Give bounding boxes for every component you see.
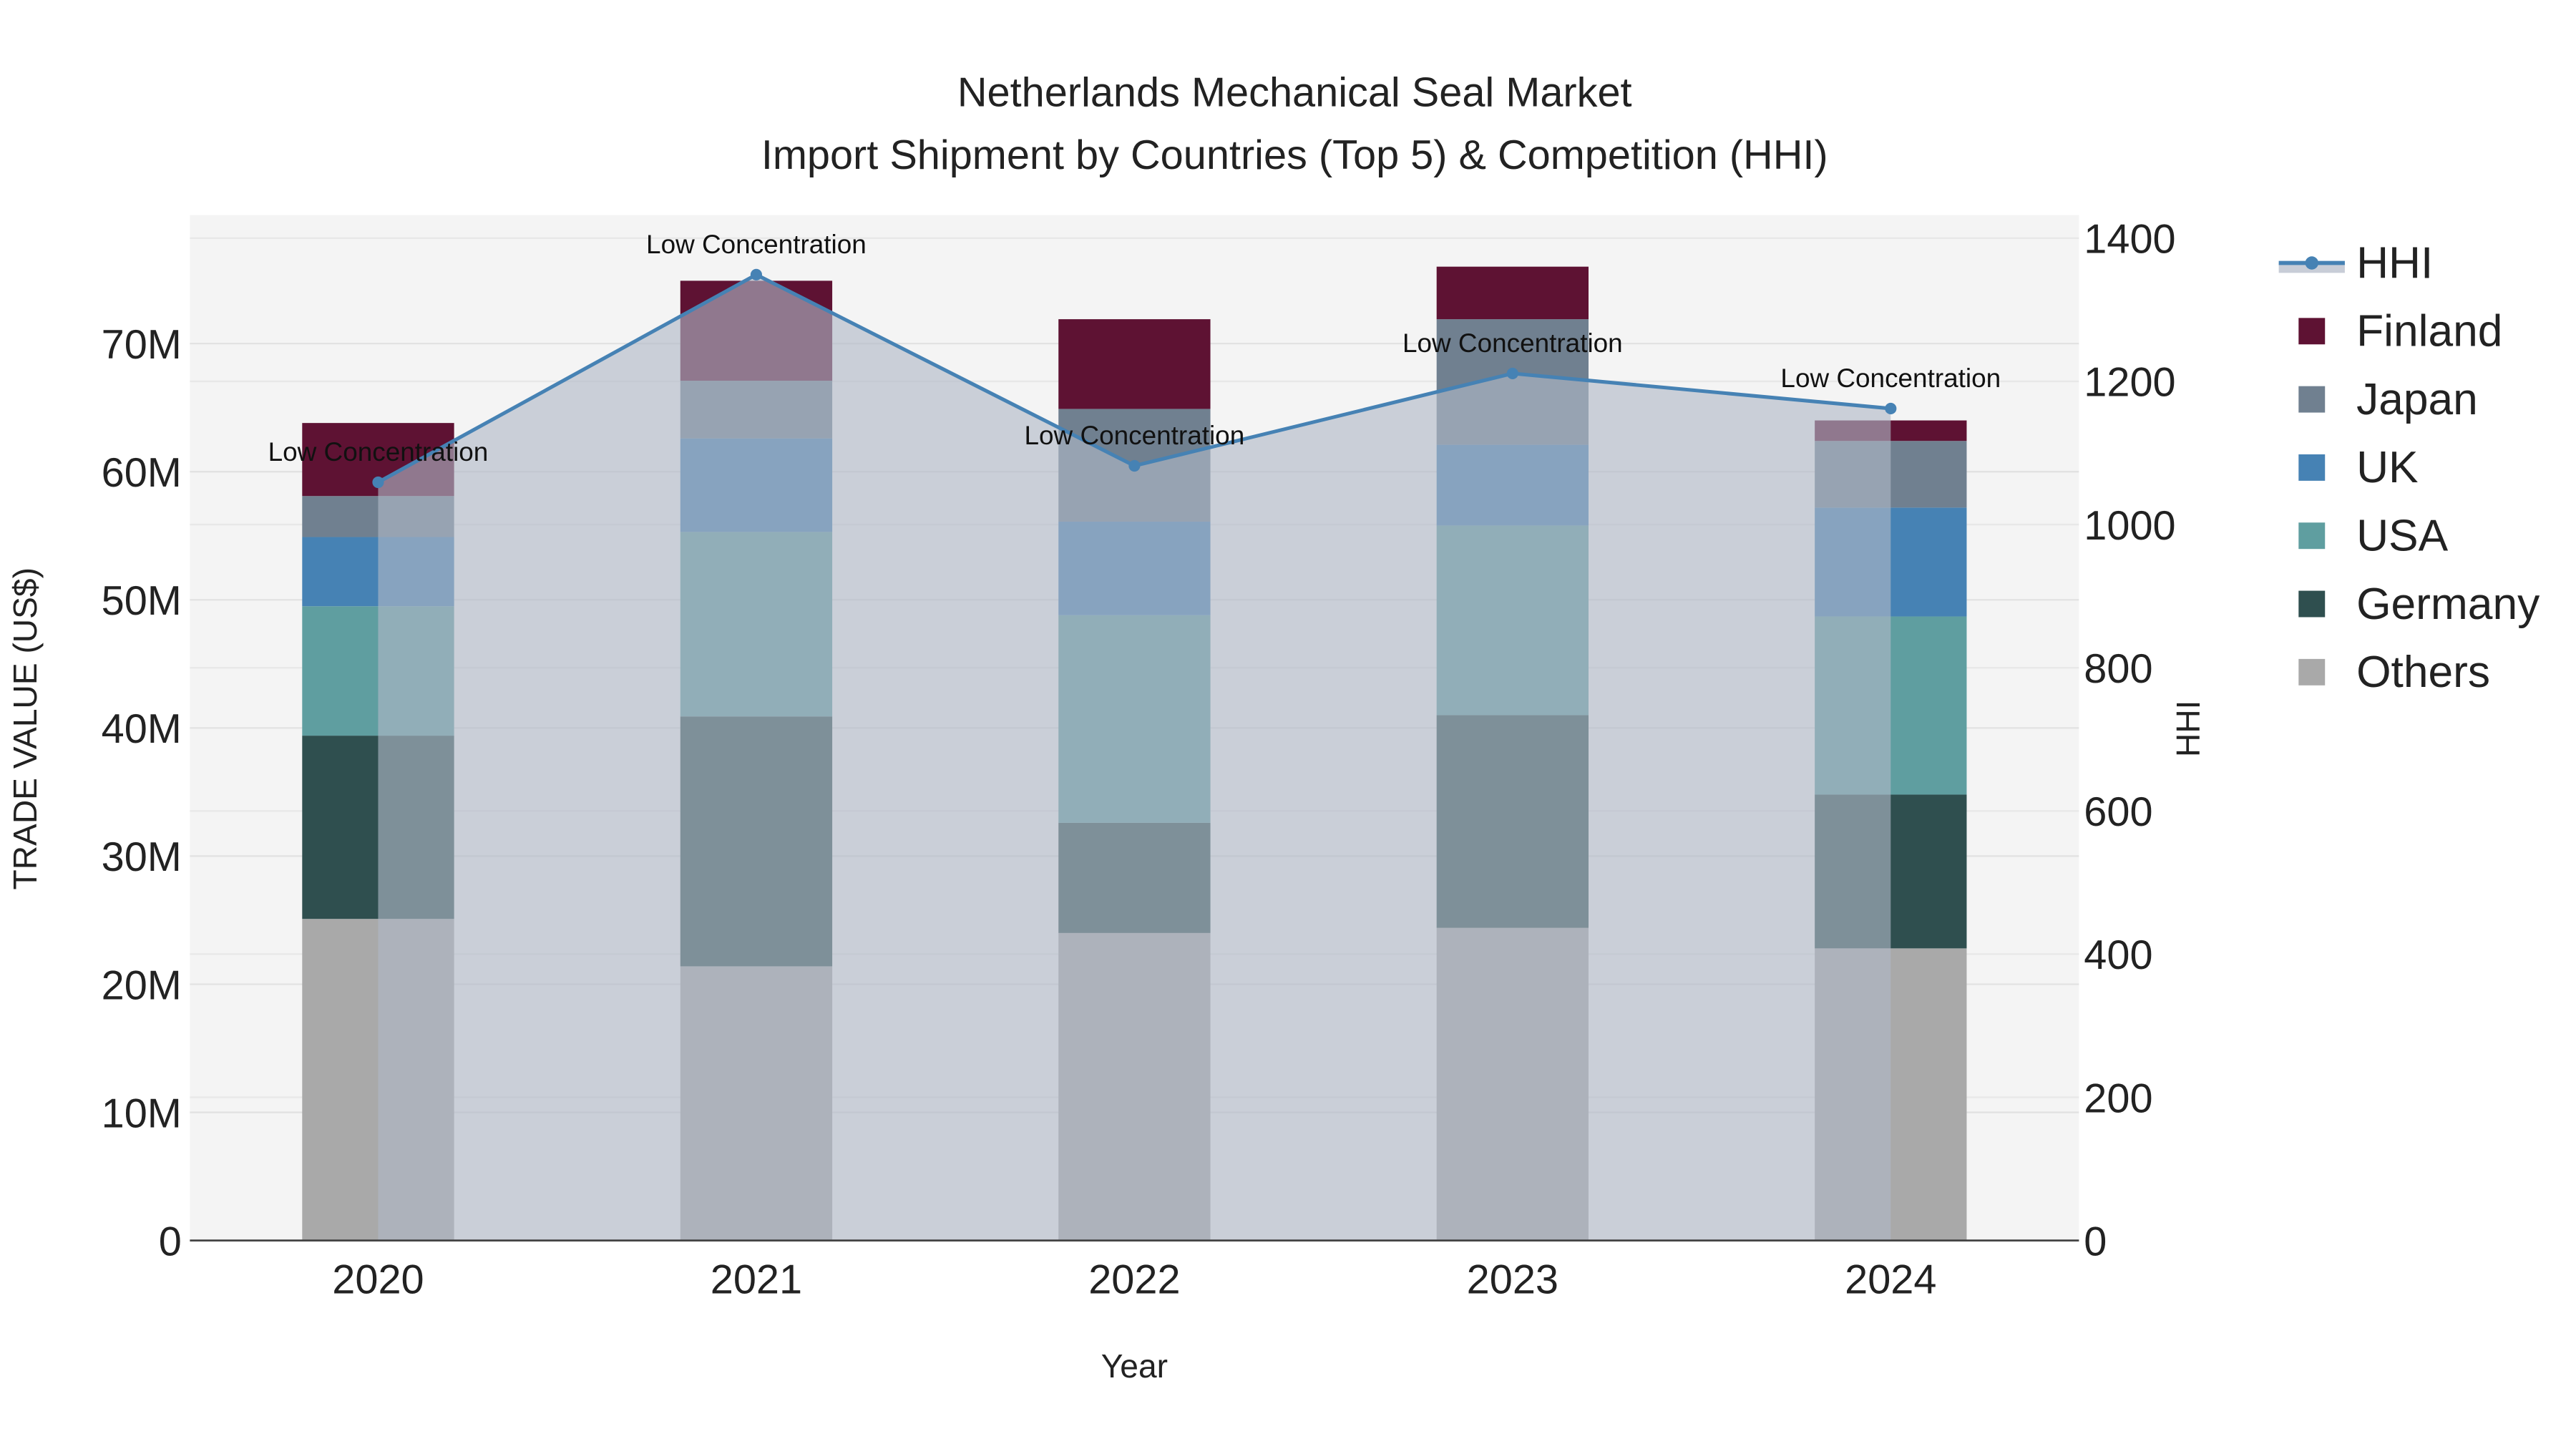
x-tick-label: 2021	[711, 1257, 802, 1303]
legend-item-hhi: HHI	[2278, 238, 2433, 288]
y-tick-label: 60M	[102, 450, 182, 496]
legend-item-germany: Germany	[2298, 580, 2540, 629]
legend-item-usa: USA	[2298, 512, 2449, 561]
y2-tick-label: 1400	[2084, 217, 2175, 263]
legend-label: Germany	[2356, 580, 2540, 629]
legend-item-finland: Finland	[2298, 307, 2502, 356]
y2-tick-label: 1200	[2084, 360, 2175, 406]
hhi-annotation: Low Concentration	[646, 230, 867, 259]
x-tick-label: 2024	[1845, 1257, 1936, 1303]
hhi-point-2022	[1128, 459, 1141, 472]
y-axis-title: TRADE VALUE (US$)	[6, 567, 44, 889]
legend-label: USA	[2356, 512, 2449, 561]
legend-label: UK	[2356, 443, 2419, 492]
y-tick-label: 40M	[102, 706, 182, 752]
chart-subtitle: Import Shipment by Countries (Top 5) & C…	[761, 132, 1828, 178]
x-tick-label: 2022	[1088, 1257, 1180, 1303]
legend-label: Finland	[2356, 307, 2502, 356]
legend-swatch-marker	[2305, 256, 2318, 270]
y-tick-label: 20M	[102, 962, 182, 1008]
legend-item-others: Others	[2298, 648, 2490, 697]
bar-finland-2023	[1436, 266, 1589, 320]
legend-label: Others	[2356, 648, 2490, 697]
chart-title: Netherlands Mechanical Seal Market	[957, 69, 1632, 115]
y2-tick-label: 600	[2084, 789, 2152, 835]
hhi-point-2024	[1885, 402, 1897, 415]
y-tick-label: 50M	[102, 578, 182, 624]
legend-swatch	[2298, 590, 2326, 618]
legend-label: HHI	[2356, 238, 2433, 288]
y2-tick-label: 800	[2084, 646, 2152, 692]
hhi-point-2023	[1506, 367, 1518, 379]
hhi-annotation: Low Concentration	[1025, 421, 1245, 450]
legend: HHI Finland Japan UK USA Germany Others	[2278, 238, 2540, 697]
y2-tick-label: 1000	[2084, 503, 2175, 549]
x-tick-label: 2023	[1467, 1257, 1558, 1303]
legend-swatch	[2298, 454, 2326, 481]
legend-item-japan: Japan	[2298, 375, 2478, 424]
y2-tick-label: 0	[2084, 1219, 2107, 1264]
y-tick-label: 10M	[102, 1091, 182, 1136]
legend-swatch	[2298, 658, 2326, 686]
x-tick-label: 2020	[332, 1257, 424, 1303]
hhi-area	[378, 274, 1891, 1241]
hhi-point-2021	[750, 268, 762, 280]
y2-tick-label: 200	[2084, 1075, 2152, 1121]
bar-finland-2022	[1058, 319, 1211, 409]
legend-swatch	[2298, 386, 2326, 413]
legend-swatch	[2298, 318, 2326, 345]
legend-swatch	[2298, 522, 2326, 550]
y2-tick-label: 400	[2084, 932, 2152, 978]
legend-label: Japan	[2356, 375, 2478, 424]
y2-axis-title: HHI	[2170, 701, 2207, 757]
x-axis-title: Year	[1101, 1347, 1168, 1385]
legend-item-uk: UK	[2298, 443, 2419, 492]
hhi-annotation: Low Concentration	[268, 437, 489, 467]
hhi-annotation: Low Concentration	[1780, 364, 2001, 393]
y-tick-label: 0	[159, 1219, 182, 1264]
y-tick-label: 70M	[102, 322, 182, 368]
hhi-point-2020	[372, 476, 384, 489]
y-tick-label: 30M	[102, 834, 182, 880]
hhi-annotation: Low Concentration	[1402, 328, 1623, 358]
